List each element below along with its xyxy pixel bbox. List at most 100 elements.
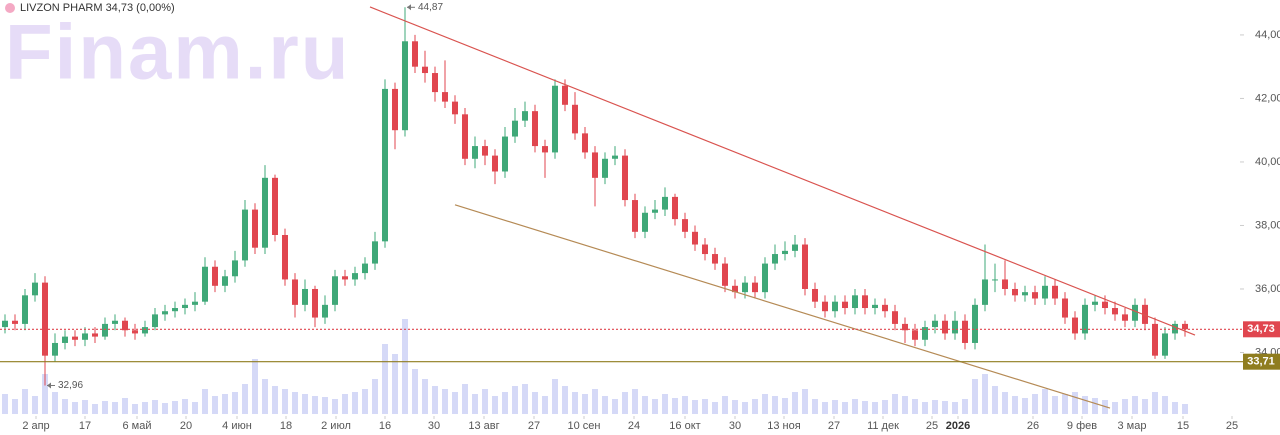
volume-bar: [952, 402, 958, 414]
volume-bar: [1172, 402, 1178, 414]
candle-body: [872, 304, 878, 309]
volume-bar: [652, 399, 658, 414]
candle-body: [752, 282, 758, 293]
volume-bar: [1142, 399, 1148, 414]
candle-body: [842, 301, 848, 309]
volume-bar: [682, 396, 688, 414]
price-label-box: [1243, 353, 1280, 370]
candle-body: [712, 254, 718, 264]
x-tick-label: 27: [828, 420, 840, 432]
volume-bar: [432, 386, 438, 414]
candle-body: [342, 276, 348, 280]
volume-bar: [1012, 396, 1018, 414]
chart-title: LIVZON PHARM 34,73 (0,00%): [20, 2, 175, 14]
volume-bar: [382, 344, 388, 414]
volume-bar: [572, 392, 578, 414]
volume-bar: [672, 398, 678, 414]
volume-bar: [162, 403, 168, 414]
x-tick-label: 18: [280, 420, 292, 432]
candle-body: [1052, 285, 1058, 299]
volume-bar: [592, 389, 598, 414]
volume-bar: [182, 399, 188, 414]
volume-bar: [152, 400, 158, 414]
candle-body: [332, 276, 338, 305]
volume-bar: [562, 386, 568, 414]
candle-body: [1142, 304, 1148, 324]
x-tick-label: 3 мар: [1118, 420, 1147, 432]
x-tick-label: 2 апр: [22, 420, 49, 432]
volume-bar: [282, 389, 288, 414]
volume-bar: [1162, 396, 1168, 414]
volume-bar: [62, 399, 68, 414]
volume-bar: [832, 400, 838, 414]
candle-body: [402, 41, 408, 131]
candle-body: [192, 301, 198, 305]
volume-bar: [352, 392, 358, 414]
volume-bar: [112, 402, 118, 414]
volume-bar: [272, 386, 278, 414]
volume-bar: [542, 396, 548, 414]
candle-body: [702, 244, 708, 255]
candle-body: [172, 308, 178, 312]
candle-body: [112, 320, 118, 324]
candle-body: [802, 244, 808, 289]
candle-body: [272, 177, 278, 235]
volume-bar: [892, 394, 898, 414]
volume-bar: [22, 389, 28, 414]
candle-body: [932, 320, 938, 328]
x-tick-label: 20: [180, 420, 192, 432]
candle-body: [622, 155, 628, 201]
volume-bar: [12, 399, 18, 414]
volume-bar: [942, 401, 948, 414]
volume-bar: [52, 392, 58, 414]
candle-body: [922, 327, 928, 340]
volume-bar: [772, 396, 778, 414]
trendline: [454, 204, 1111, 409]
volume-bar: [852, 399, 858, 414]
candle-body: [742, 282, 748, 293]
candle-body: [882, 304, 888, 312]
candle-body: [672, 196, 678, 220]
x-tick-label: 4 июн: [222, 420, 252, 432]
x-tick-label: 13 ноя: [767, 420, 800, 432]
candle-body: [282, 234, 288, 280]
x-tick-label: 24: [628, 420, 640, 432]
volume-bar: [512, 386, 518, 414]
x-tick-label: 13 авг: [468, 420, 499, 432]
volume-bar: [702, 399, 708, 414]
volume-bar: [412, 369, 418, 414]
candle-body: [312, 288, 318, 318]
volume-bar: [602, 396, 608, 414]
candle-body: [382, 88, 388, 242]
candle-body: [322, 304, 328, 318]
volume-bar: [1082, 396, 1088, 414]
y-tick-label: 42,00: [1255, 92, 1280, 104]
volume-bar: [532, 392, 538, 414]
candle-body: [962, 320, 968, 343]
candle-body: [892, 311, 898, 324]
candle-body: [592, 152, 598, 178]
volume-bar: [1052, 396, 1058, 414]
volume-bar: [2, 394, 8, 414]
candle-body: [482, 146, 488, 156]
candle-body: [182, 304, 188, 309]
volume-bar: [172, 401, 178, 414]
candle-body: [1152, 323, 1158, 356]
candle-body: [1062, 298, 1068, 318]
candle-body: [572, 104, 578, 134]
volume-bar: [42, 374, 48, 414]
candle-body: [152, 314, 158, 328]
candle-body: [1132, 304, 1138, 321]
y-tick-label: 40,00: [1255, 156, 1280, 168]
volume-bar: [902, 396, 908, 414]
volume-bar: [812, 399, 818, 414]
volume-bar: [722, 396, 728, 414]
candle-body: [252, 209, 258, 248]
volume-bar: [522, 384, 528, 414]
volume-bar: [262, 379, 268, 414]
candle-body: [202, 266, 208, 302]
trendline: [369, 6, 1196, 336]
x-tick-label: 15: [1177, 420, 1189, 432]
candle-body: [352, 273, 358, 280]
